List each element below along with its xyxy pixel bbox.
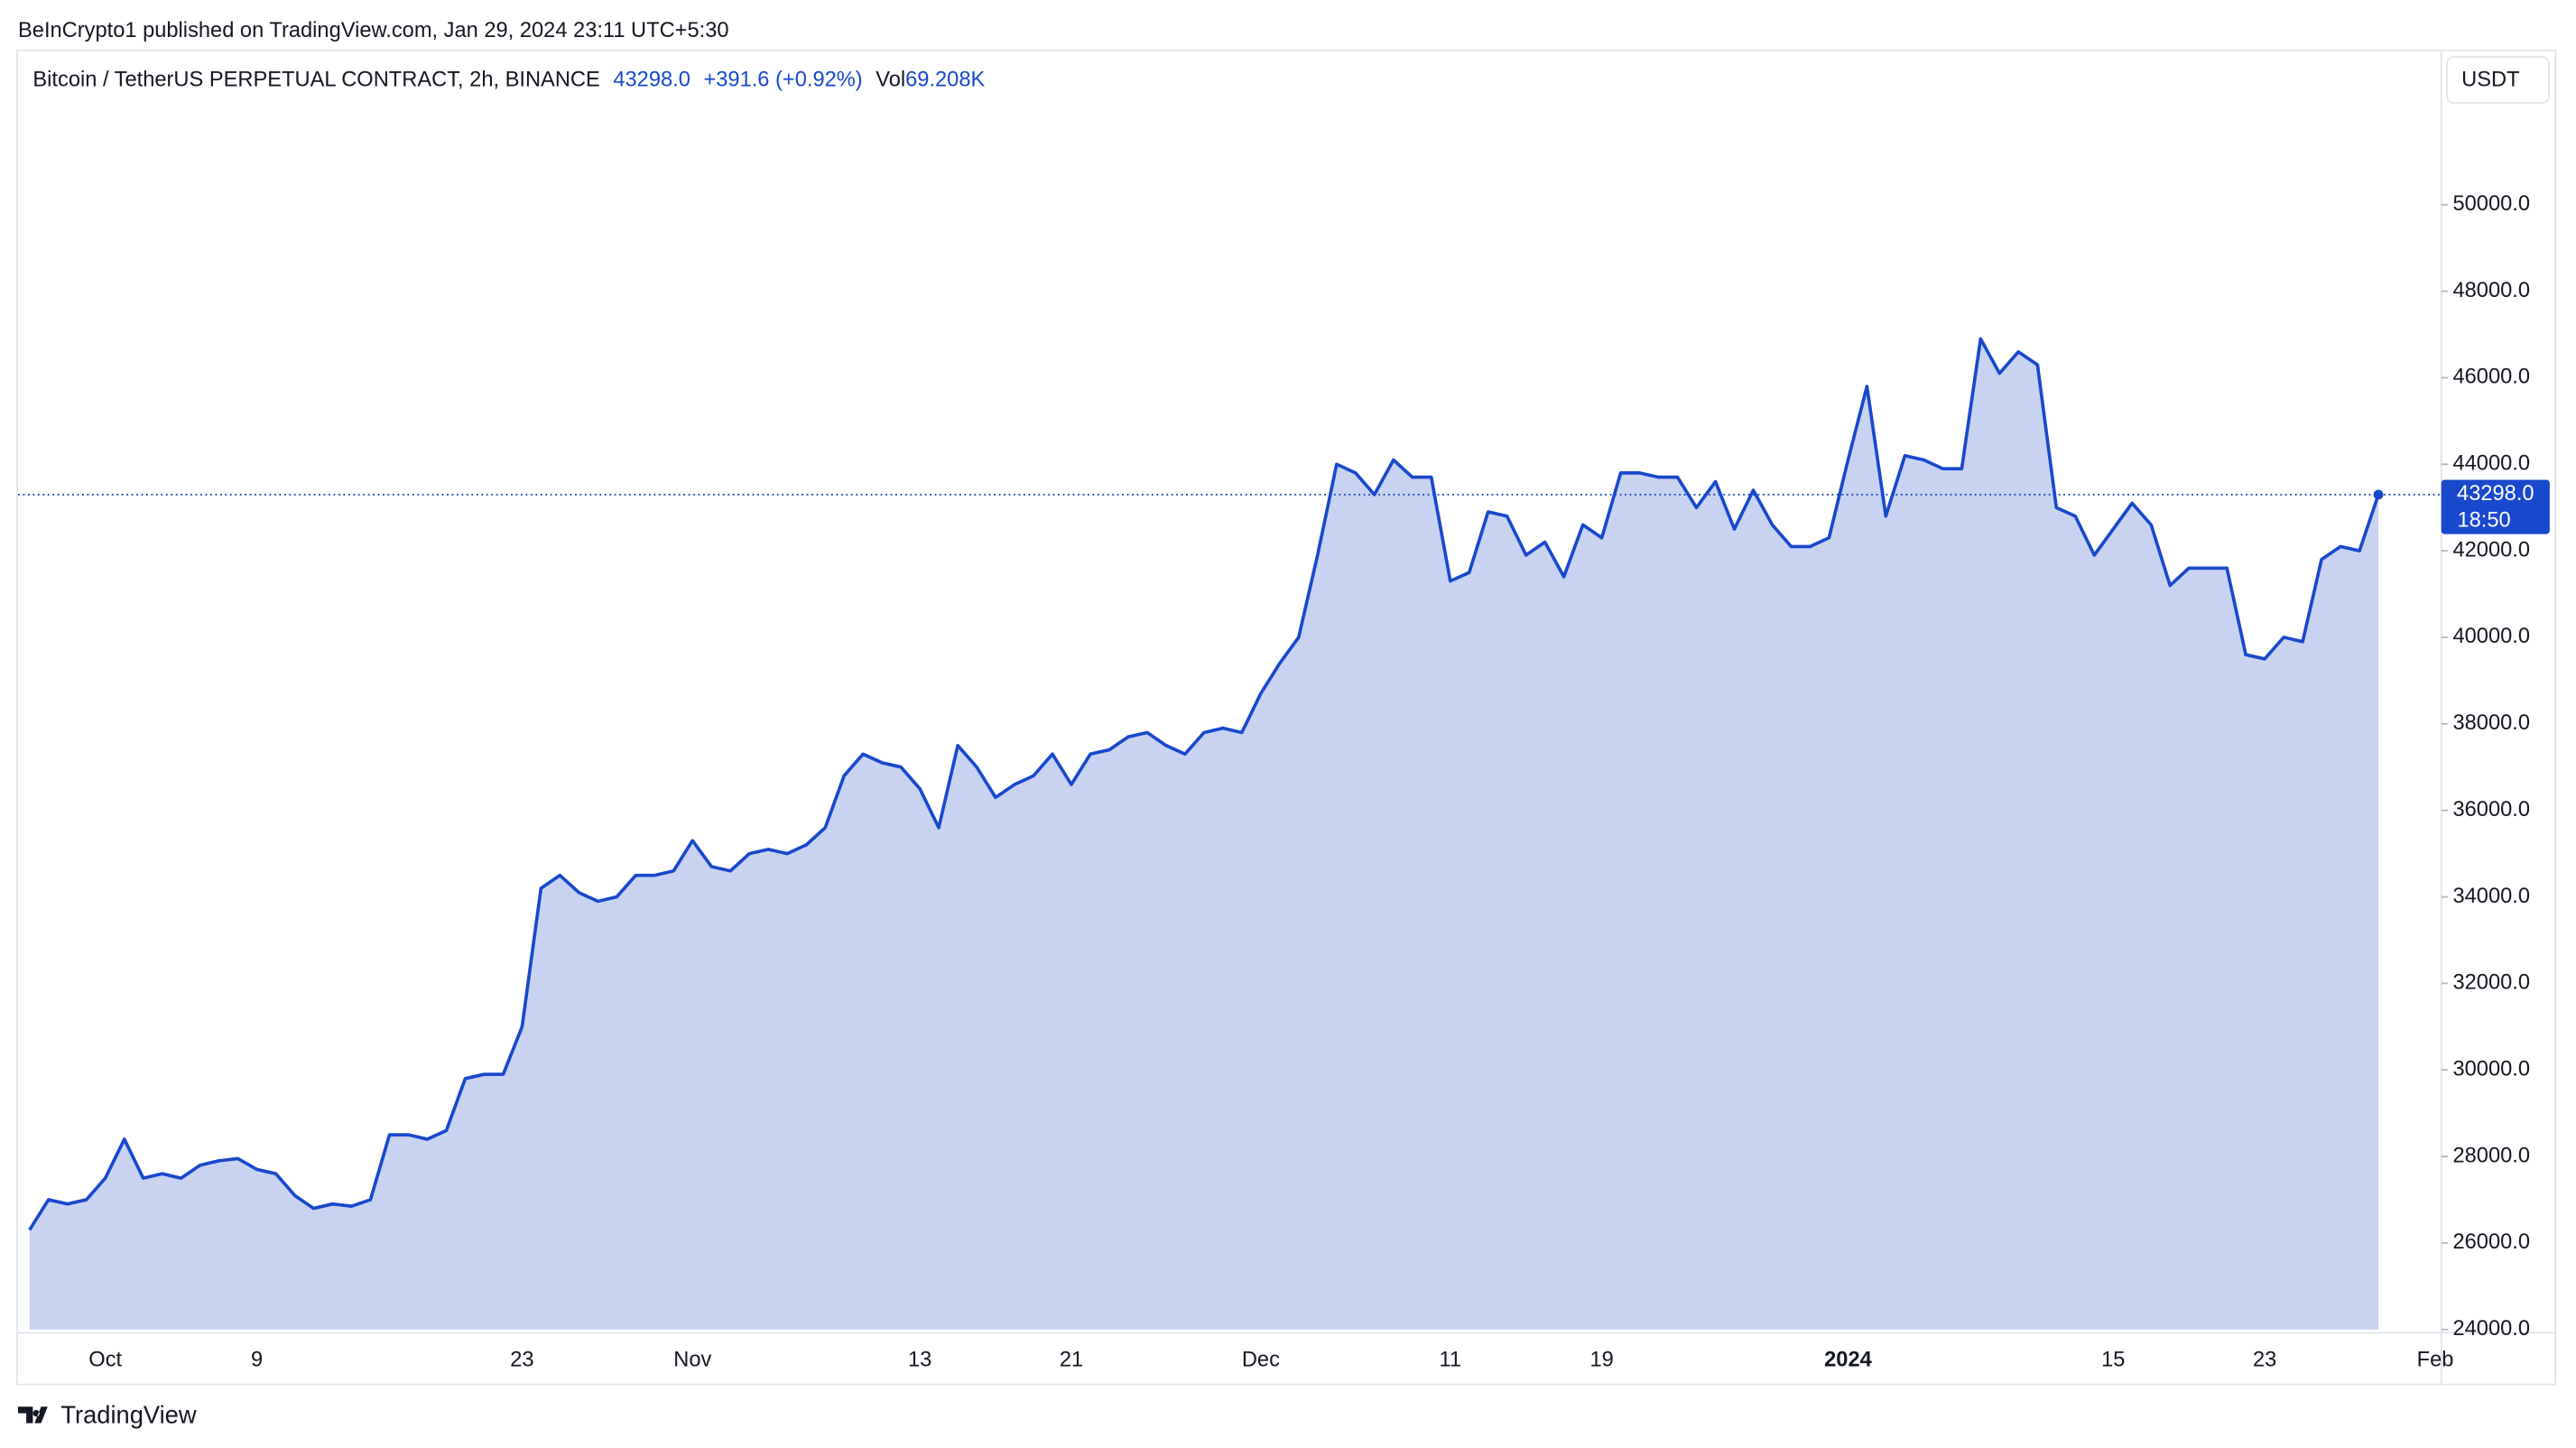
volume-value: 69.208K bbox=[905, 69, 985, 92]
legend-change: +391.6 (+0.92%) bbox=[703, 69, 862, 92]
y-tick-label: 32000.0 bbox=[2452, 971, 2530, 995]
logo-icon bbox=[18, 1406, 48, 1424]
x-tick-label: 13 bbox=[908, 1349, 931, 1372]
chart-frame bbox=[16, 49, 2557, 1386]
brand: TradingView bbox=[60, 1400, 196, 1428]
price-tag-value: 43298.0 bbox=[2457, 482, 2534, 506]
x-tick-label: Nov bbox=[673, 1349, 711, 1372]
y-tick-label: 26000.0 bbox=[2452, 1230, 2530, 1254]
x-tick-label: 2024 bbox=[1824, 1349, 1872, 1372]
volume-label: Vol bbox=[876, 69, 905, 92]
legend-price: 43298.0 bbox=[613, 69, 690, 92]
x-tick-label: 9 bbox=[251, 1349, 263, 1372]
x-tick-label: 23 bbox=[2253, 1349, 2276, 1372]
y-tick-label: 24000.0 bbox=[2452, 1317, 2530, 1341]
area-fill bbox=[29, 339, 2379, 1330]
plot: 24000.0 26000.0 28000.0 30000.0 32000.0 34000… bbox=[18, 192, 2550, 1372]
y-tick-label: 38000.0 bbox=[2452, 711, 2530, 735]
price-tag-countdown: 18:50 bbox=[2457, 508, 2510, 532]
x-tick-label: 11 bbox=[1439, 1349, 1461, 1372]
x-tick-label: 21 bbox=[1060, 1349, 1083, 1372]
x-tick-label: Dec bbox=[1242, 1349, 1280, 1372]
footer-logo: TradingView bbox=[18, 1400, 197, 1428]
y-tick-label: 36000.0 bbox=[2452, 798, 2530, 821]
y-tick-label: 42000.0 bbox=[2452, 538, 2530, 562]
y-tick-label: 40000.0 bbox=[2452, 625, 2530, 648]
symbol-title: Bitcoin / TetherUS PERPETUAL CONTRACT, 2… bbox=[32, 69, 599, 92]
publisher-line: BeInCrypto1 published on TradingView.com… bbox=[18, 19, 729, 42]
y-tick-label: 44000.0 bbox=[2452, 452, 2530, 476]
x-tick-label: Oct bbox=[88, 1349, 122, 1372]
y-tick-label: 50000.0 bbox=[2452, 192, 2530, 216]
y-tick-label: 28000.0 bbox=[2452, 1144, 2530, 1167]
y-tick-label: 34000.0 bbox=[2452, 885, 2530, 908]
price-line bbox=[28, 337, 2380, 1231]
last-point bbox=[2373, 489, 2384, 500]
x-tick-label: 15 bbox=[2101, 1349, 2125, 1372]
currency-button[interactable] bbox=[2446, 56, 2550, 104]
currency-label[interactable]: USDT bbox=[2461, 69, 2519, 92]
x-tick-label: 19 bbox=[1589, 1349, 1613, 1372]
price-tag bbox=[2441, 479, 2550, 534]
y-tick-label: 30000.0 bbox=[2452, 1057, 2530, 1081]
x-tick-label: Feb bbox=[2417, 1349, 2454, 1372]
y-tick-label: 46000.0 bbox=[2452, 366, 2530, 389]
x-tick-label: 23 bbox=[510, 1349, 533, 1372]
y-tick-label: 48000.0 bbox=[2452, 279, 2530, 302]
legend: Bitcoin / TetherUS PERPETUAL CONTRACT, 2… bbox=[32, 69, 985, 92]
